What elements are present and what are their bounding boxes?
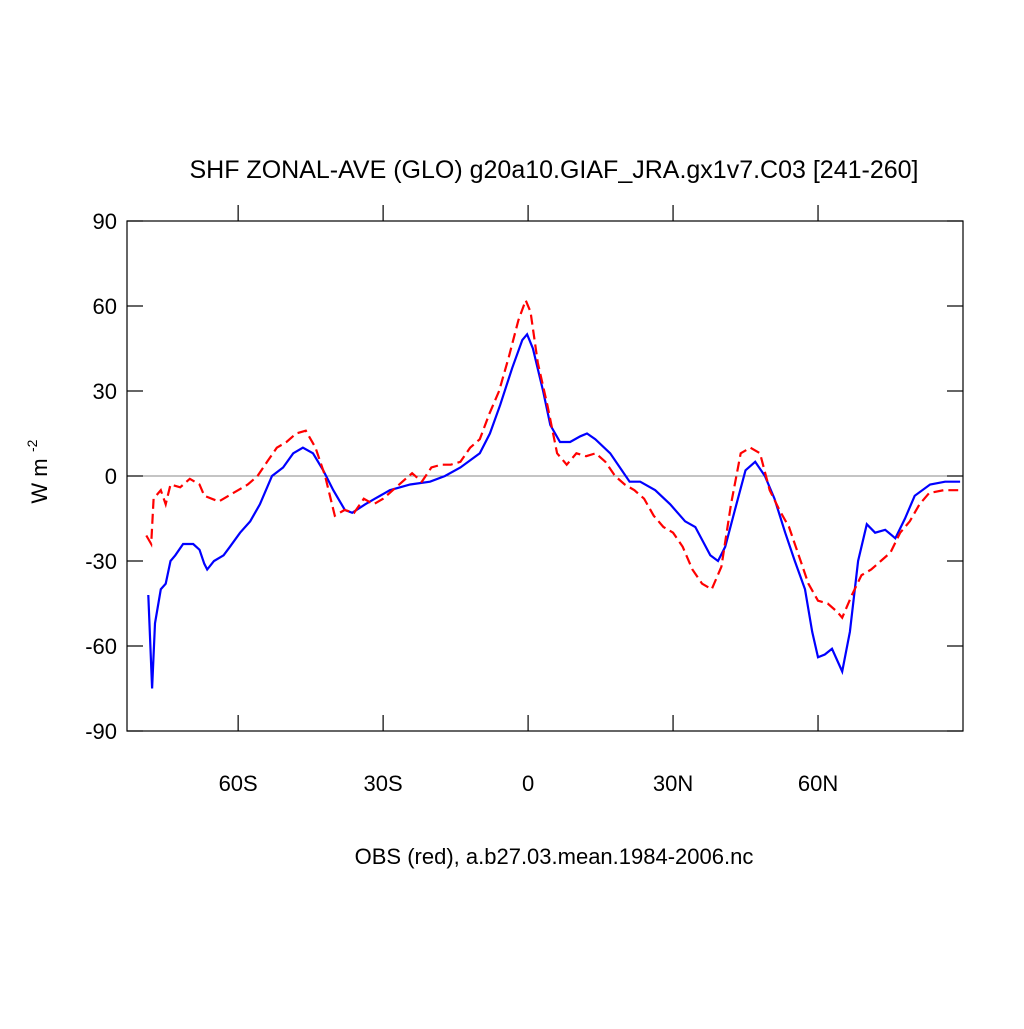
data-line xyxy=(147,332,961,689)
x-axis-label: OBS (red), a.b27.03.mean.1984-2006.nc xyxy=(355,844,754,869)
y-tick-label: 60 xyxy=(93,294,117,319)
y-tick-label: -60 xyxy=(85,634,117,659)
y-axis-label-sup: -2 xyxy=(24,439,40,452)
y-tick-label: -90 xyxy=(85,719,117,744)
x-tick-label: 60N xyxy=(798,771,838,796)
x-tick-label: 30N xyxy=(653,771,693,796)
y-tick-label: 30 xyxy=(93,379,117,404)
x-tick-label: 30S xyxy=(364,771,403,796)
data-line xyxy=(145,297,959,620)
x-tick-label: 60S xyxy=(219,771,258,796)
y-tick-label: -30 xyxy=(85,549,117,574)
chart-title: SHF ZONAL-AVE (GLO) g20a10.GIAF_JRA.gx1v… xyxy=(189,156,918,184)
y-tick-label: 90 xyxy=(93,209,117,234)
x-tick-label: 0 xyxy=(522,771,534,796)
y-tick-label: 0 xyxy=(105,464,117,489)
y-axis-label-group: W m -2 xyxy=(24,439,52,503)
y-axis-label: W m xyxy=(27,458,52,503)
